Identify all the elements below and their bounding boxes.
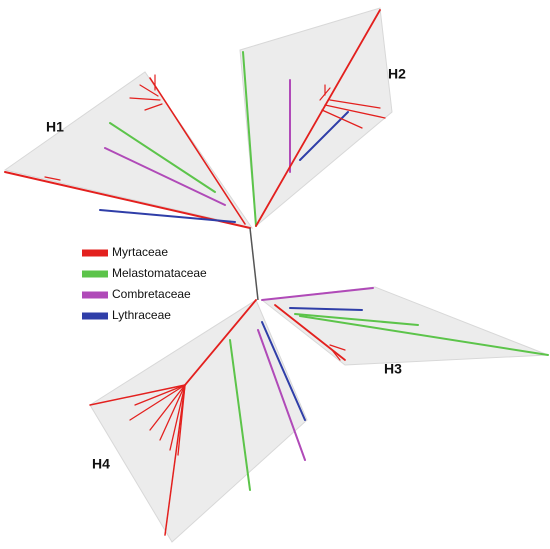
branch bbox=[99, 209, 236, 223]
branch bbox=[149, 384, 186, 431]
branches bbox=[4, 9, 549, 536]
branch bbox=[331, 349, 341, 361]
clade-label: H3 bbox=[384, 361, 402, 377]
legend-swatch bbox=[82, 312, 108, 320]
branch bbox=[261, 321, 306, 421]
branch bbox=[139, 84, 159, 97]
branch bbox=[329, 99, 381, 109]
legend-swatch bbox=[82, 291, 108, 299]
branch bbox=[109, 122, 216, 193]
branch bbox=[129, 384, 186, 421]
clade-label: H4 bbox=[92, 456, 110, 472]
clade-area-h4 bbox=[89, 299, 308, 543]
branch bbox=[169, 384, 186, 451]
legend-label: Combretaceae bbox=[112, 287, 191, 301]
clade-area-h3 bbox=[260, 286, 549, 366]
branch bbox=[177, 384, 186, 456]
branch bbox=[321, 109, 363, 129]
clade-label: H1 bbox=[46, 119, 64, 135]
branch bbox=[89, 384, 186, 406]
branch bbox=[255, 9, 381, 227]
branch bbox=[184, 299, 257, 386]
clade-label: H2 bbox=[388, 66, 406, 82]
branch bbox=[159, 384, 186, 441]
branch bbox=[164, 384, 186, 536]
legend-swatch bbox=[82, 249, 108, 257]
branch bbox=[261, 287, 374, 301]
branch bbox=[319, 87, 331, 101]
branch bbox=[134, 384, 186, 406]
branch bbox=[229, 339, 251, 491]
branch bbox=[257, 329, 306, 461]
legend-label: Myrtaceae bbox=[112, 245, 168, 259]
legend: Myrtaceae Melastomataceae Combretaceae Lyth… bbox=[82, 245, 207, 322]
branch bbox=[294, 313, 419, 326]
branch bbox=[329, 344, 346, 351]
branch bbox=[4, 171, 251, 229]
branch bbox=[149, 77, 246, 225]
branch bbox=[129, 97, 161, 101]
branch bbox=[44, 176, 61, 181]
legend-label: Lythraceae bbox=[112, 308, 171, 322]
branch bbox=[242, 51, 257, 227]
legend-swatch bbox=[82, 270, 108, 278]
clade-area-h1 bbox=[3, 71, 254, 229]
branch bbox=[299, 315, 549, 356]
branch bbox=[289, 307, 363, 311]
trunk bbox=[249, 227, 259, 301]
branch bbox=[324, 104, 386, 119]
branch bbox=[104, 147, 226, 206]
clade-area-h2 bbox=[239, 7, 393, 227]
branch bbox=[144, 103, 163, 111]
branch bbox=[299, 111, 349, 161]
legend-label: Melastomataceae bbox=[112, 266, 207, 280]
